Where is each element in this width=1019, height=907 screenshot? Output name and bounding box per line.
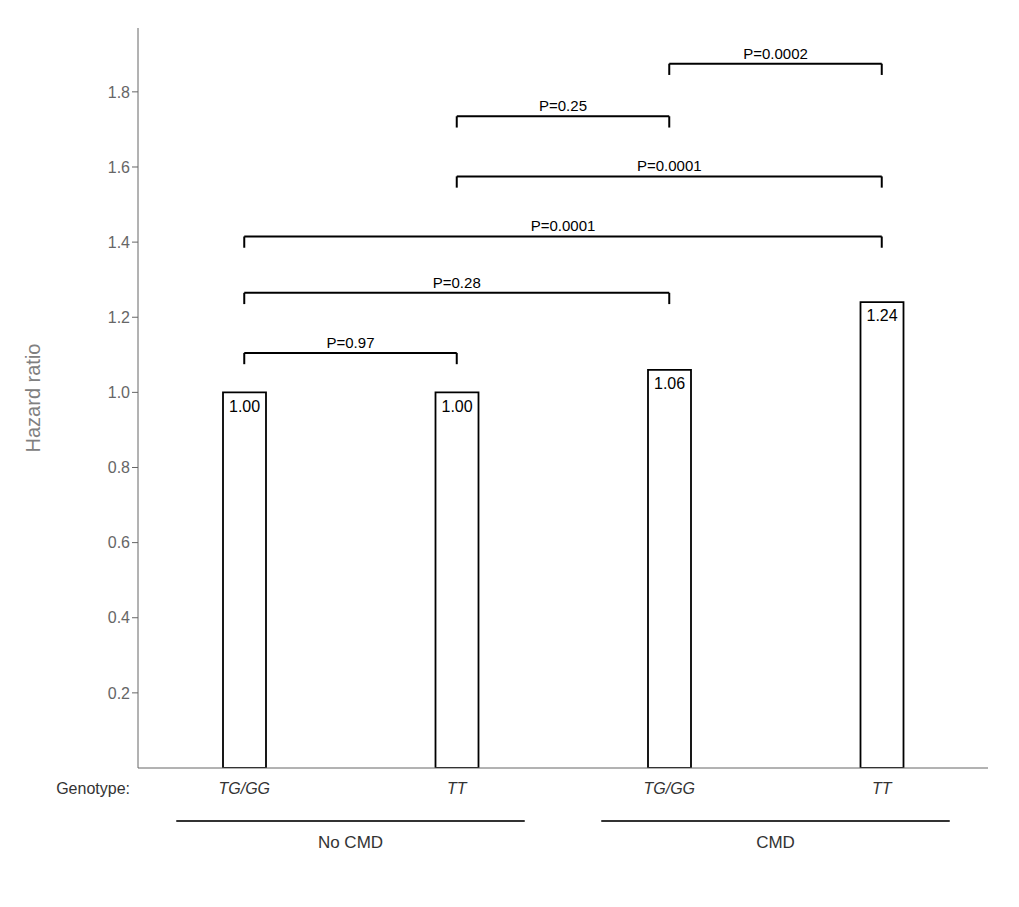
svg-text:TT: TT bbox=[872, 780, 893, 797]
svg-text:1.0: 1.0 bbox=[108, 384, 130, 401]
svg-text:P=0.28: P=0.28 bbox=[433, 274, 481, 291]
svg-text:1.2: 1.2 bbox=[108, 309, 130, 326]
svg-text:1.6: 1.6 bbox=[108, 159, 130, 176]
svg-text:P=0.25: P=0.25 bbox=[539, 97, 587, 114]
svg-text:CMD: CMD bbox=[756, 833, 795, 852]
svg-text:1.24: 1.24 bbox=[867, 307, 898, 324]
svg-text:1.4: 1.4 bbox=[108, 234, 130, 251]
svg-text:TG/GG: TG/GG bbox=[643, 780, 695, 797]
svg-text:1.00: 1.00 bbox=[229, 398, 260, 415]
svg-text:0.2: 0.2 bbox=[108, 685, 130, 702]
svg-text:0.6: 0.6 bbox=[108, 534, 130, 551]
svg-text:No CMD: No CMD bbox=[318, 833, 383, 852]
svg-text:0.4: 0.4 bbox=[108, 609, 130, 626]
svg-text:1.00: 1.00 bbox=[442, 398, 473, 415]
svg-text:TT: TT bbox=[447, 780, 468, 797]
svg-text:P=0.97: P=0.97 bbox=[327, 334, 375, 351]
svg-text:TG/GG: TG/GG bbox=[218, 780, 270, 797]
svg-text:P=0.0002: P=0.0002 bbox=[743, 45, 808, 62]
svg-text:1.06: 1.06 bbox=[654, 375, 685, 392]
svg-text:0.8: 0.8 bbox=[108, 459, 130, 476]
svg-text:P=0.0001: P=0.0001 bbox=[531, 217, 596, 234]
svg-text:Hazard ratio: Hazard ratio bbox=[22, 344, 44, 453]
svg-text:1.8: 1.8 bbox=[108, 84, 130, 101]
svg-text:Genotype:: Genotype: bbox=[56, 780, 130, 797]
svg-text:P=0.0001: P=0.0001 bbox=[637, 157, 702, 174]
